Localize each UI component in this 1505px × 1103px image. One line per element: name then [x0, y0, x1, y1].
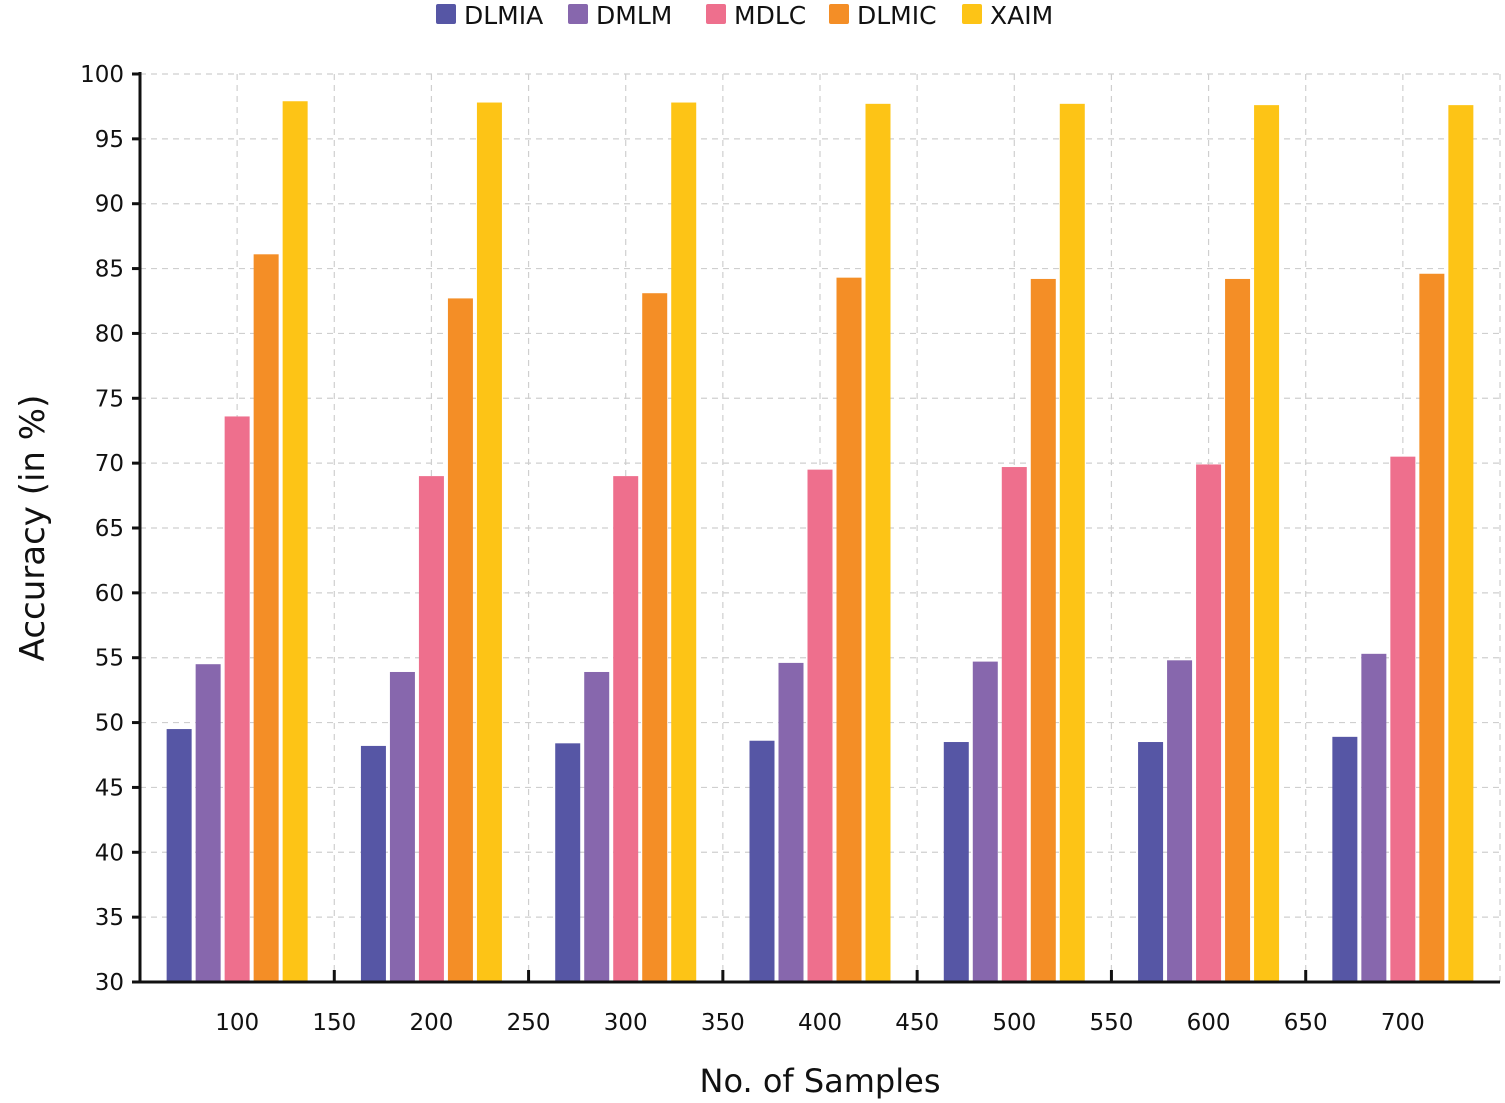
x-tick-label: 550 — [1089, 1010, 1133, 1036]
y-tick-label: 70 — [95, 451, 124, 477]
x-tick-label: 600 — [1187, 1010, 1231, 1036]
bar-dlmia-200 — [360, 745, 386, 982]
y-tick-label: 90 — [95, 192, 124, 218]
bar-mdlc-200 — [418, 476, 444, 982]
bar-dmlm-200 — [389, 671, 415, 982]
x-tick-label: 650 — [1284, 1010, 1328, 1036]
bar-dlmia-400 — [749, 740, 775, 982]
legend-label-dmlm: DMLM — [596, 1, 672, 30]
y-tick-label: 95 — [95, 127, 124, 153]
axis-layer: 30 35 40 45 50 55 60 65 70 75 80 85 90 95 100 100 150 200… — [80, 62, 1500, 1036]
x-tick-label: 250 — [507, 1010, 551, 1036]
x-tick-label: 700 — [1381, 1010, 1425, 1036]
x-tick-label: 450 — [895, 1010, 939, 1036]
bar-xaim-600 — [1254, 105, 1280, 983]
bar-mdlc-700 — [1390, 456, 1416, 983]
bar-dlmia-500 — [943, 742, 969, 982]
x-tick-label: 200 — [409, 1010, 453, 1036]
bar-dlmia-700 — [1332, 736, 1358, 982]
y-axis-label: Accuracy (in %) — [13, 395, 53, 662]
bar-dlmic-600 — [1225, 278, 1251, 982]
bar-xaim-100 — [282, 101, 308, 983]
bar-mdlc-500 — [1001, 467, 1027, 982]
y-tick-label: 65 — [95, 516, 124, 542]
bar-xaim-700 — [1448, 105, 1474, 983]
y-tick-label: 55 — [95, 646, 124, 672]
y-tick-label: 100 — [80, 62, 124, 88]
bar-xaim-400 — [865, 103, 891, 982]
bar-dlmia-100 — [166, 729, 192, 982]
bar-dmlm-400 — [778, 662, 804, 982]
bar-dlmic-300 — [642, 293, 668, 982]
x-tick-label: 300 — [604, 1010, 648, 1036]
bar-layer — [166, 101, 1474, 983]
bar-mdlc-600 — [1196, 464, 1222, 982]
bar-dmlm-700 — [1361, 653, 1387, 982]
y-tick-label: 30 — [95, 970, 124, 996]
legend-label-dlmia: DLMIA — [464, 1, 543, 30]
bar-dlmic-200 — [447, 298, 473, 982]
y-tick-label: 75 — [95, 386, 124, 412]
x-tick-label: 500 — [992, 1010, 1036, 1036]
bar-xaim-500 — [1059, 103, 1085, 982]
bar-dmlm-100 — [195, 664, 221, 982]
y-tick-label: 50 — [95, 711, 124, 737]
y-tick-label: 60 — [95, 581, 124, 607]
x-tick-label: 150 — [312, 1010, 356, 1036]
y-tick-label: 80 — [95, 321, 124, 347]
legend-swatch-dlmia — [436, 4, 456, 24]
bar-xaim-200 — [476, 102, 502, 983]
y-tick-label: 35 — [95, 905, 124, 931]
y-tick-label: 40 — [95, 840, 124, 866]
bar-dlmic-400 — [836, 277, 862, 982]
bar-dlmic-100 — [253, 254, 279, 982]
bar-xaim-300 — [671, 102, 697, 983]
x-tick-label: 100 — [215, 1010, 259, 1036]
bar-dlmic-500 — [1030, 278, 1056, 982]
y-tick-label: 85 — [95, 257, 124, 283]
bar-dmlm-600 — [1167, 660, 1193, 982]
x-tick-label: 400 — [798, 1010, 842, 1036]
bar-dlmic-700 — [1419, 273, 1445, 982]
legend-swatch-mdlc — [706, 4, 726, 24]
x-axis-label: No. of Samples — [700, 1062, 941, 1100]
bar-dmlm-500 — [972, 661, 998, 982]
bar-dlmia-300 — [555, 743, 581, 982]
legend-swatch-xaim — [962, 4, 982, 24]
bar-dmlm-300 — [584, 671, 610, 982]
legend-label-mdlc: MDLC — [734, 1, 806, 30]
y-tick-label: 45 — [95, 775, 124, 801]
x-tick-label: 350 — [701, 1010, 745, 1036]
legend-label-dlmic: DLMIC — [857, 1, 937, 30]
legend: DLMIA DMLM MDLC DLMIC XAIM — [436, 1, 1053, 30]
legend-label-xaim: XAIM — [990, 1, 1053, 30]
bar-mdlc-300 — [613, 476, 639, 982]
bar-dlmia-600 — [1138, 742, 1164, 982]
bar-mdlc-400 — [807, 469, 833, 983]
bar-mdlc-100 — [224, 416, 250, 983]
legend-swatch-dlmic — [829, 4, 849, 24]
legend-swatch-dmlm — [568, 4, 588, 24]
